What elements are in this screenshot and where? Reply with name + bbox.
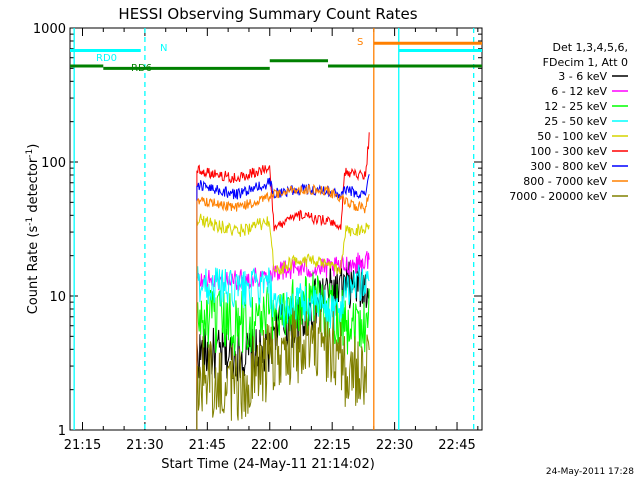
vertical-markers bbox=[73, 28, 475, 430]
x-axis: 21:15 21:30 21:45 22:00 22:15 22:30 22:45 bbox=[64, 28, 479, 453]
x-tick-label: 21:30 bbox=[126, 438, 163, 453]
legend-label: 800 - 7000 keV bbox=[523, 175, 607, 188]
y-tick-label: 1000 bbox=[33, 22, 66, 37]
legend-header-line: FDecim 1, Att 0 bbox=[543, 56, 628, 69]
x-tick-label: 22:00 bbox=[251, 438, 288, 453]
state-bar-label: RD6 bbox=[131, 63, 152, 74]
state-bar-label: N bbox=[160, 43, 167, 54]
legend-header-line: Det 1,3,4,5,6, bbox=[552, 41, 628, 54]
state-bar-label: RD0 bbox=[96, 53, 117, 64]
x-tick-label: 21:15 bbox=[64, 438, 101, 453]
x-axis-label: Start Time (24-May-11 21:14:02) bbox=[161, 457, 375, 472]
legend-label: 6 - 12 keV bbox=[551, 85, 607, 98]
series-line bbox=[196, 213, 370, 430]
series-line bbox=[196, 132, 370, 430]
legend-label: 25 - 50 keV bbox=[544, 115, 607, 128]
legend-label: 100 - 300 keV bbox=[530, 145, 607, 158]
state-bar-label: S bbox=[357, 37, 363, 48]
y-tick-label: 10 bbox=[49, 290, 66, 305]
state-bars: RD0 RD6 S N bbox=[70, 37, 482, 74]
legend-label: 50 - 100 keV bbox=[537, 130, 607, 143]
series-lines bbox=[196, 132, 370, 430]
legend-label: 3 - 6 keV bbox=[558, 70, 607, 83]
series-line bbox=[196, 183, 370, 430]
plot-frame bbox=[69, 27, 483, 431]
x-tick-label: 21:45 bbox=[189, 438, 226, 453]
x-tick-label: 22:30 bbox=[376, 438, 413, 453]
y-axis: 1 10 100 1000 bbox=[33, 22, 482, 439]
legend-label: 7000 - 20000 keV bbox=[509, 190, 607, 203]
series-line bbox=[196, 264, 370, 430]
legend-label: 12 - 25 keV bbox=[544, 100, 607, 113]
footer-timestamp: 24-May-2011 17:28 bbox=[546, 467, 634, 477]
y-tick-label: 1 bbox=[58, 424, 66, 439]
x-tick-label: 22:15 bbox=[313, 438, 350, 453]
chart-title: HESSI Observing Summary Count Rates bbox=[118, 5, 417, 23]
legend-label: 300 - 800 keV bbox=[530, 160, 607, 173]
legend: Det 1,3,4,5,6, FDecim 1, Att 03 - 6 keV 6 … bbox=[509, 41, 628, 203]
y-tick-label: 100 bbox=[41, 156, 66, 171]
y-axis-label: Count Rate (s-1 detector-1) bbox=[25, 144, 41, 315]
x-tick-label: 22:45 bbox=[438, 438, 475, 453]
series-line bbox=[196, 305, 370, 430]
